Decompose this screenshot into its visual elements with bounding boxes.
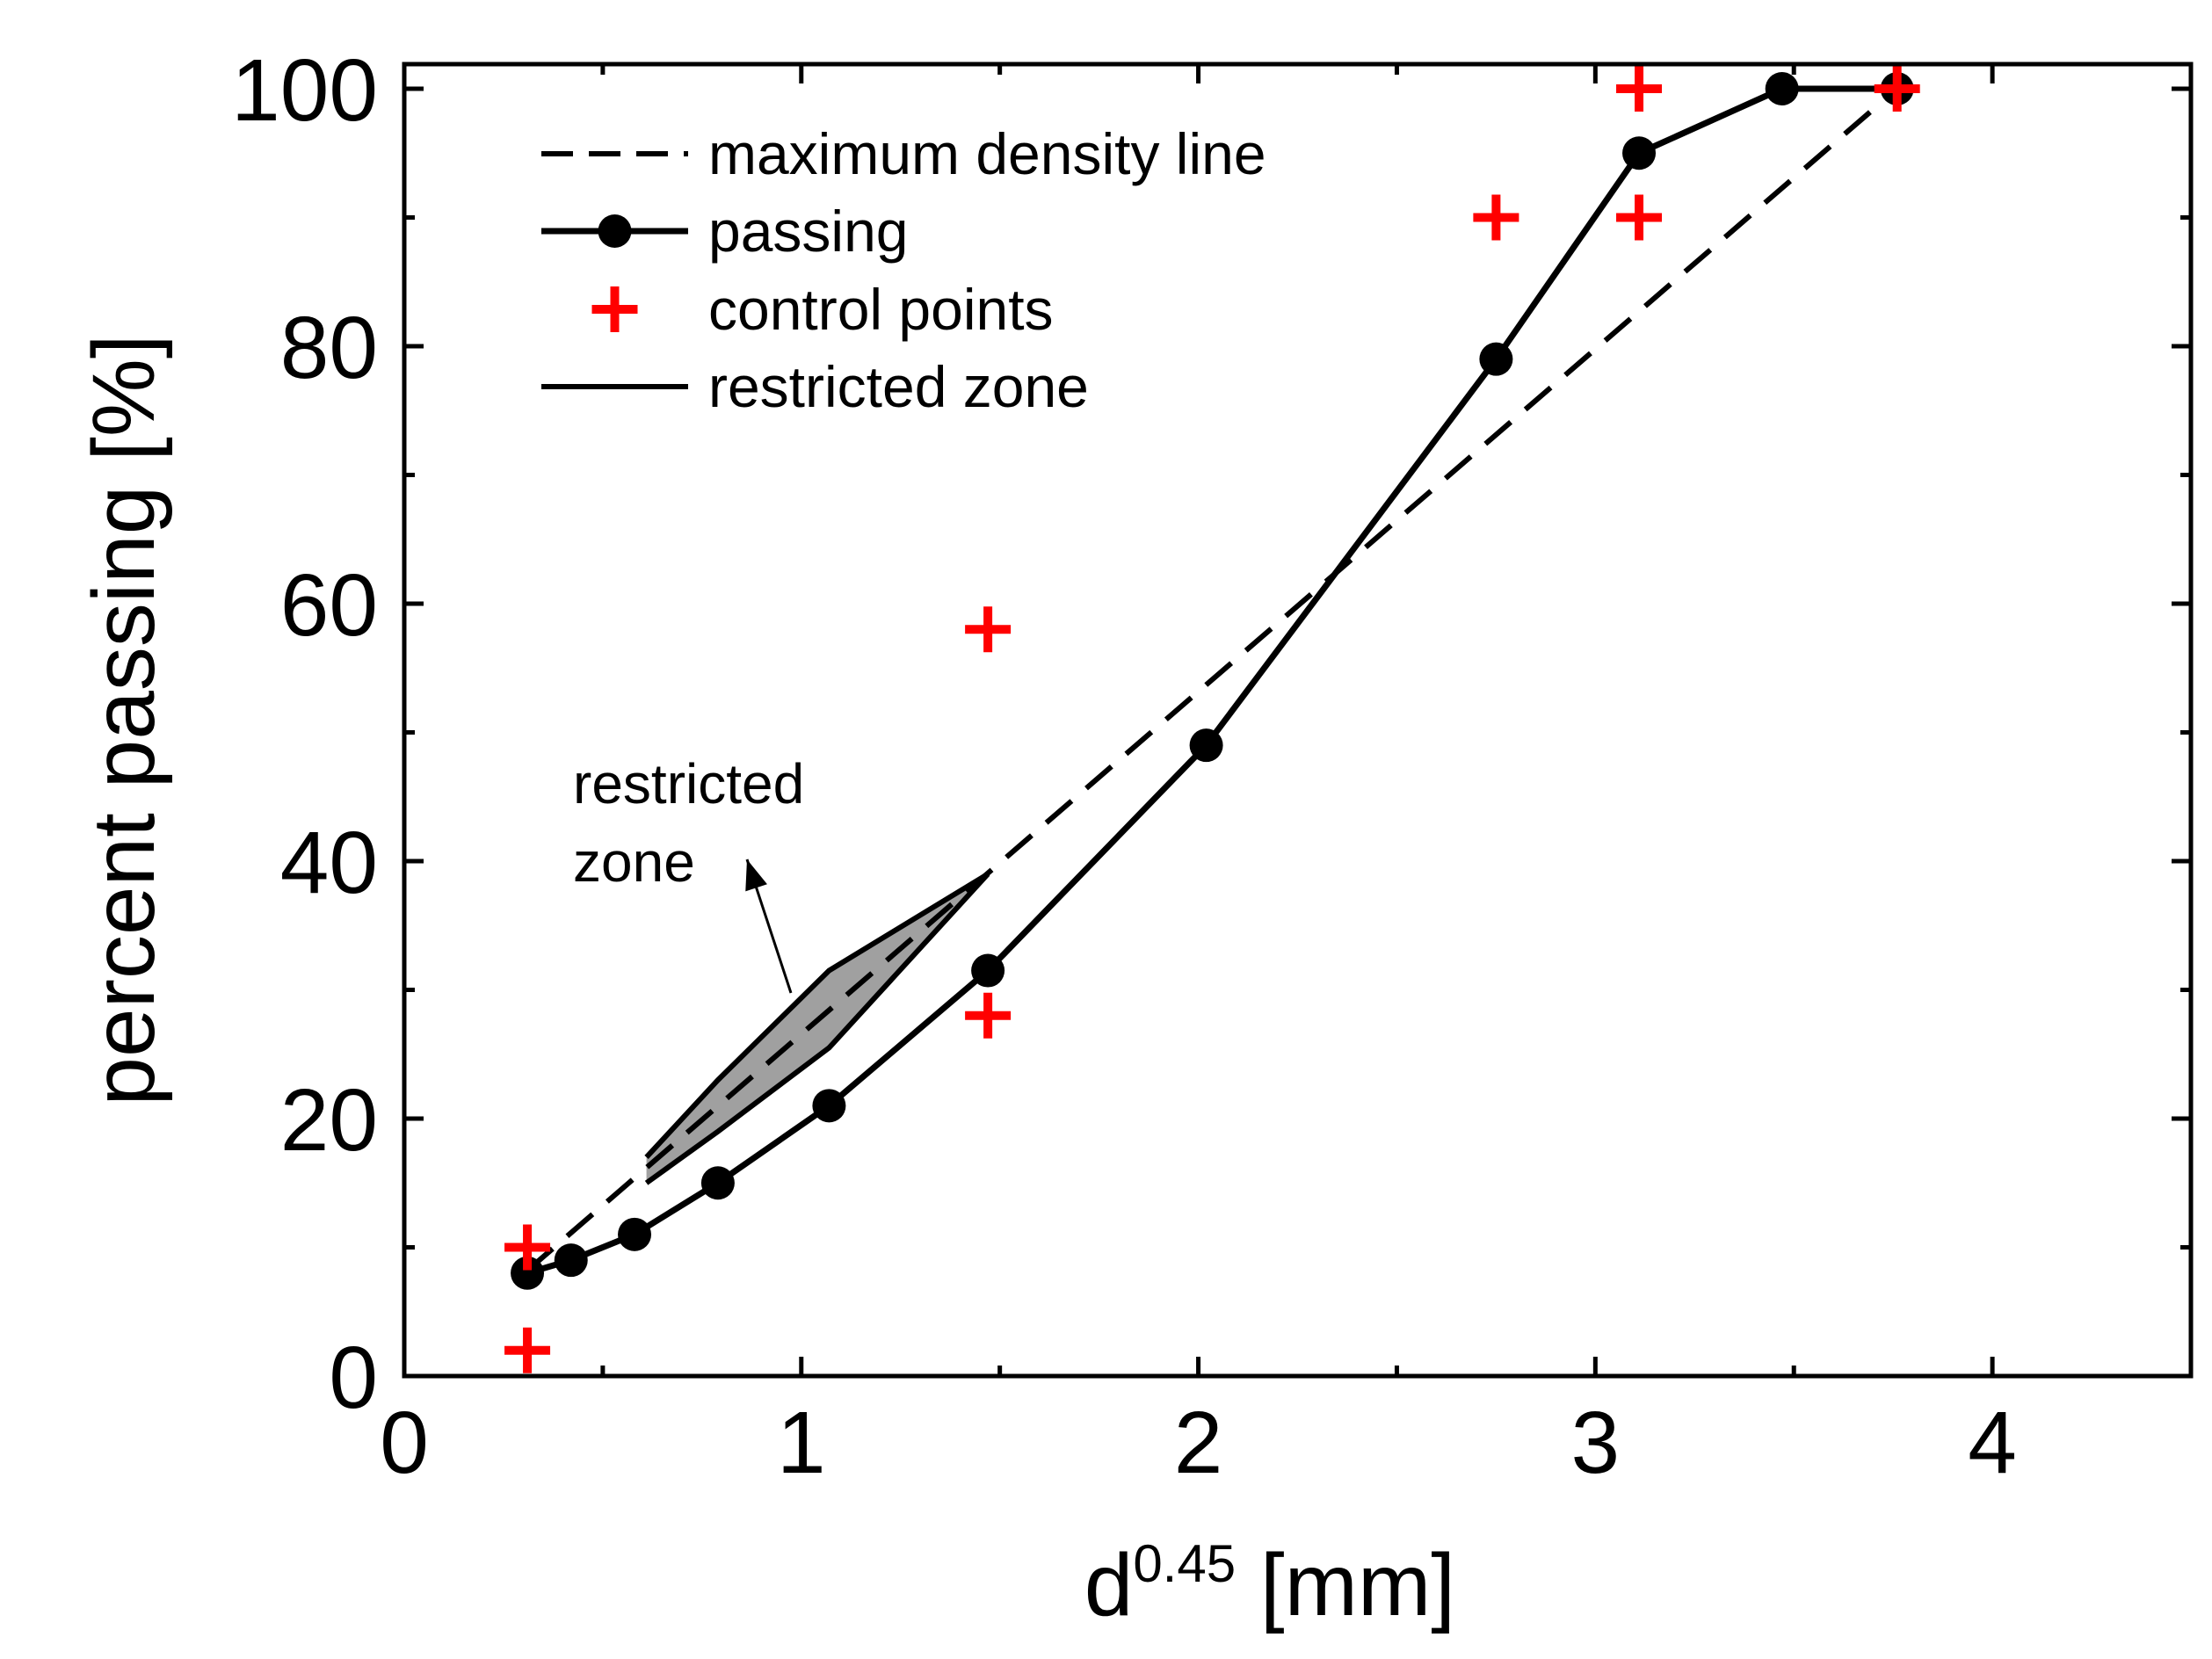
legend-label: control points <box>708 277 1054 342</box>
x-tick-label: 4 <box>1968 1394 2017 1492</box>
legend-label: restricted zone <box>708 354 1089 419</box>
annotation-line: zone <box>573 830 695 894</box>
x-tick-label: 1 <box>777 1394 826 1492</box>
passing-point <box>618 1217 652 1251</box>
legend: maximum density line passing control point… <box>541 121 1266 419</box>
annotation-line: restricted <box>573 752 804 815</box>
control-point <box>1616 66 1663 112</box>
legend-swatch-marker <box>598 214 632 248</box>
y-tick-labels: 0 20 40 60 80 100 <box>231 41 378 1427</box>
control-point <box>965 992 1012 1039</box>
x-tick-labels: 0 1 2 3 4 <box>380 1394 2017 1492</box>
restricted-zone-upper-boundary <box>644 872 990 1159</box>
passing-series <box>511 72 1914 1290</box>
control-point <box>1874 66 1920 112</box>
legend-label: maximum density line <box>708 121 1266 186</box>
annotation-arrow-head <box>745 859 767 892</box>
passing-point <box>1189 728 1223 763</box>
control-points-series <box>504 66 1920 1373</box>
legend-item: passing <box>541 199 909 264</box>
y-tick-label: 80 <box>280 299 378 397</box>
restricted-zone-lower-boundary <box>644 872 990 1185</box>
restricted-zone-area <box>644 872 990 1185</box>
passing-point <box>971 953 1005 988</box>
y-tick-label: 100 <box>231 41 378 140</box>
passing-point <box>812 1089 846 1123</box>
passing-point <box>1765 72 1799 105</box>
passing-point <box>554 1243 588 1278</box>
control-point <box>504 1224 551 1271</box>
x-tick-label: 3 <box>1571 1394 1621 1492</box>
passing-point <box>1622 136 1657 170</box>
x-axis-title: d0.45 [mm] <box>1084 1534 1455 1634</box>
passing-point <box>700 1166 735 1200</box>
x-tick-label: 2 <box>1174 1394 1223 1492</box>
control-point <box>965 606 1012 653</box>
legend-item: control points <box>591 277 1054 342</box>
restricted-zone-fill <box>646 873 989 1184</box>
legend-swatch <box>591 286 638 332</box>
legend-item: restricted zone <box>541 354 1089 419</box>
control-point <box>504 1327 551 1373</box>
legend-item: maximum density line <box>541 121 1266 186</box>
passing-point <box>511 1256 545 1290</box>
y-tick-label: 0 <box>329 1329 378 1427</box>
y-tick-label: 20 <box>280 1071 378 1170</box>
plot-frame <box>402 62 2194 1379</box>
control-point <box>1616 194 1663 241</box>
legend-label: passing <box>708 199 909 264</box>
control-point <box>1473 194 1519 241</box>
maximum-density-line <box>526 86 1899 1273</box>
y-tick-label: 40 <box>280 814 378 912</box>
maximum-density-line-series <box>526 86 1899 1273</box>
y-axis-title: percent passing [%] <box>75 334 173 1105</box>
y-tick-label: 60 <box>280 556 378 655</box>
restricted-zone-annotation: restricted zone <box>573 752 804 994</box>
axis-ticks <box>402 64 2191 1379</box>
passing-point <box>1479 342 1513 376</box>
x-tick-label: 0 <box>380 1394 429 1492</box>
